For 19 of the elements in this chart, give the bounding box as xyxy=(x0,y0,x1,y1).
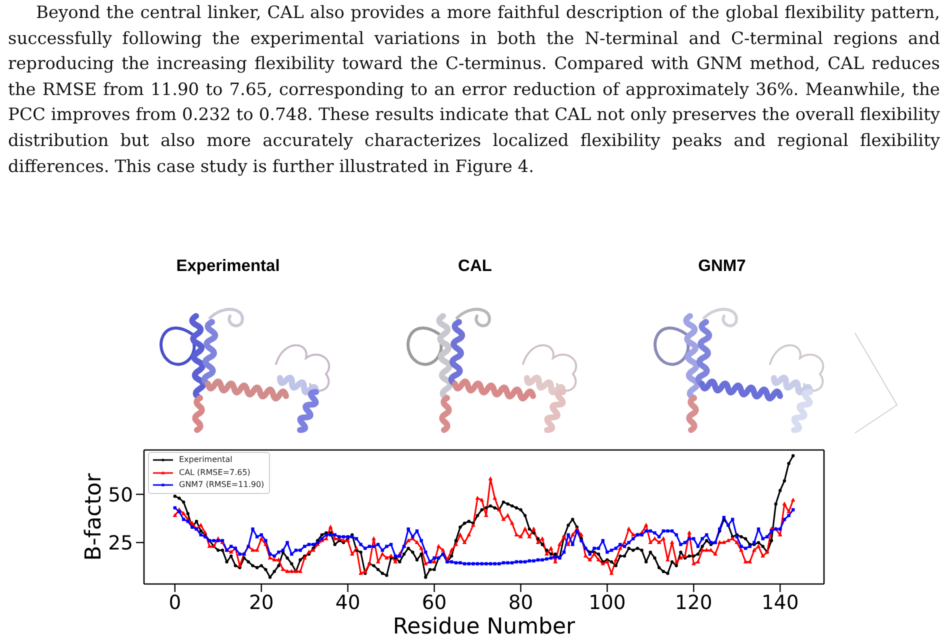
x-axis-title: Residue Number xyxy=(392,614,576,640)
x-tick-label: 60 xyxy=(422,590,447,614)
x-tick-label: 100 xyxy=(588,590,626,614)
x-tick-label: 0 xyxy=(168,590,182,614)
x-tick-label: 120 xyxy=(675,590,712,614)
legend-label: GNM7 (RMSE=11.90) xyxy=(179,479,264,492)
text: CAL xyxy=(457,257,493,276)
x-tick-label: 20 xyxy=(248,590,274,614)
x-tick-label: 140 xyxy=(762,590,799,614)
text: Experimental xyxy=(175,257,281,276)
legend-label: CAL (RMSE=7.65) xyxy=(179,466,250,479)
text: GNM7 xyxy=(697,257,747,276)
legend-label: Experimental xyxy=(179,454,232,466)
y-axis-title: B-factor xyxy=(82,472,106,561)
x-tick-label: 80 xyxy=(508,590,534,614)
text: Beyond the central linker, CAL also provides a more faithful description of the global flexibility pattern, successfully following the experimental variations in both the N-terminal and C-terminal regions and reproducing the increasing flexibility toward the C-terminus. Compared with GNM method, CAL reduces the RMSE from 11.90 to 7.65, corresponding to an error reduction of approximately 36%. Meanwhile, the PCC improves from 0.232 to 0.748. These results indicate that CAL not only preserves the overall flexibility distribution but also more accurately characterizes localized flexibility peaks and regional flexibility differences. This case study is further illustrated in Figure 4. xyxy=(8,2,940,179)
y-tick-label: 50 xyxy=(108,483,133,506)
x-tick-label: 40 xyxy=(335,590,360,614)
y-tick-label: 25 xyxy=(108,531,133,554)
